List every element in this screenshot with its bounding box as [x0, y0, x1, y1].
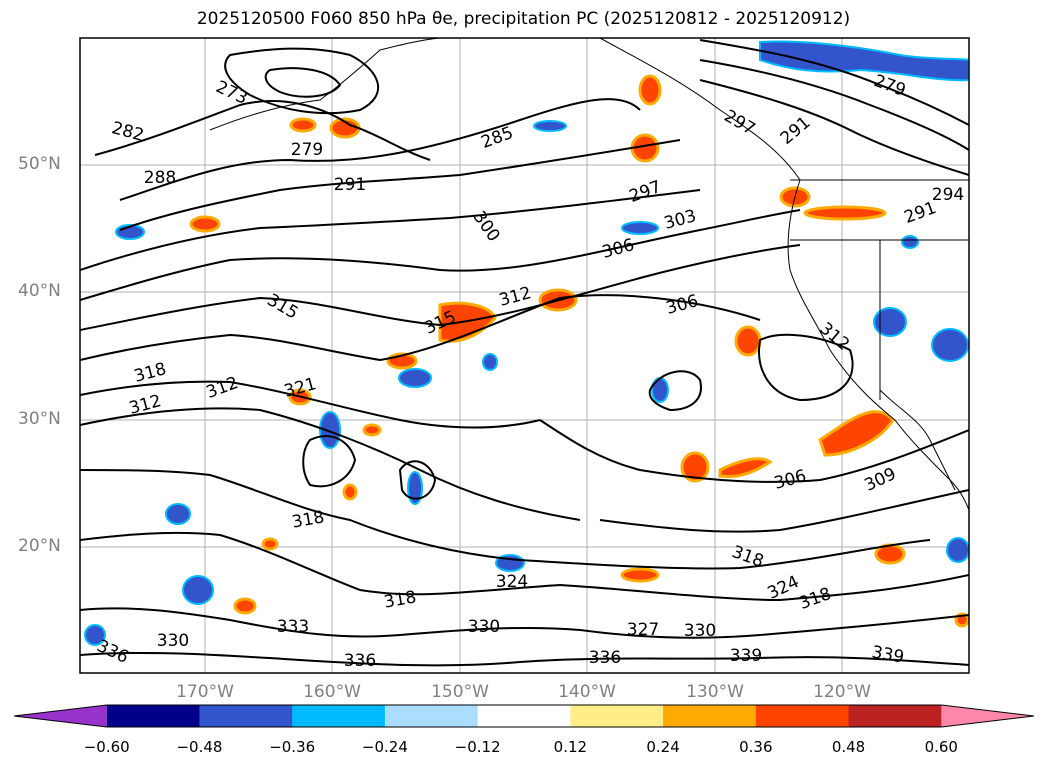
contour-label: 279 [291, 140, 323, 160]
theta-e-contours [80, 39, 969, 667]
lon-label: 160°W [303, 682, 361, 702]
contour-label: 336 [344, 651, 376, 671]
colorbar-tick-label: 0.24 [646, 738, 680, 756]
colorbar-bin [941, 705, 1034, 727]
colorbar-bin [570, 705, 664, 727]
colorbar-bin [477, 705, 571, 727]
contour-label: 339 [730, 646, 762, 666]
colorbar-tick-label: −0.24 [361, 738, 408, 756]
lat-label: 20°N [18, 536, 61, 556]
colorbar-bin [848, 705, 942, 727]
contour-label: 324 [496, 572, 528, 592]
precip-blobs [84, 40, 969, 646]
colorbar-tick-label: −0.12 [454, 738, 501, 756]
precip-positive-region [189, 74, 969, 628]
contour-label: 330 [684, 621, 716, 641]
lat-label: 50°N [18, 154, 61, 174]
colorbar-bin [663, 705, 757, 727]
colorbar-tick-label: 0.12 [553, 738, 588, 756]
colorbar-bin [14, 705, 107, 727]
contour-label: 294 [932, 185, 964, 205]
lon-label: 130°W [686, 682, 744, 702]
precip-negative-region [84, 40, 969, 646]
contour-label: 333 [277, 617, 309, 637]
contour-label: 291 [334, 175, 366, 195]
contour-label: 330 [468, 617, 500, 637]
colorbar-tick-label: 0.60 [924, 738, 958, 756]
colorbar-bin [292, 705, 386, 727]
lon-label: 140°W [558, 682, 616, 702]
lon-label: 170°W [176, 682, 234, 702]
contour-label: 330 [157, 631, 189, 651]
lat-label: 40°N [18, 281, 61, 301]
colorbar-tick-label: −0.48 [176, 738, 223, 756]
contour-label: 327 [627, 620, 659, 640]
colorbar-bin [106, 705, 200, 727]
lat-label: 30°N [18, 409, 61, 429]
colorbar-tick-label: −0.60 [83, 738, 130, 756]
colorbar [13, 704, 1035, 728]
map-frame [79, 37, 970, 674]
colorbar-bin [384, 705, 479, 727]
contour-label: 288 [144, 168, 176, 188]
colorbar-tick-label: 0.36 [739, 738, 773, 756]
map-background [80, 38, 969, 673]
colorbar-bin [755, 705, 850, 727]
map-title: 2025120500 F060 850 hPa θe, precipitatio… [196, 9, 851, 29]
lon-label: 120°W [813, 682, 871, 702]
colorbar-tick-label: −0.36 [269, 738, 316, 756]
contour-label: 336 [589, 648, 621, 668]
colorbar-tick-label: 0.48 [831, 738, 866, 756]
colorbar-bin [199, 705, 293, 727]
colorbar-outline [13, 704, 1035, 728]
lon-label: 150°W [431, 682, 489, 702]
